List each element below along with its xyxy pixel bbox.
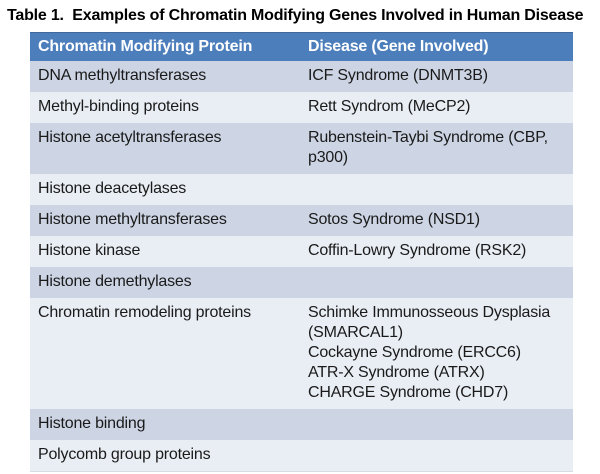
disease-cell: Rubenstein-Taybi Syndrome (CBP, p300) <box>300 123 573 174</box>
disease-line: Schimke Immunosseous Dysplasia <box>308 304 551 321</box>
table-row: Polycomb group proteins <box>30 440 573 471</box>
disease-cell: Schimke Immunosseous Dysplasia (SMARCAL1)… <box>300 298 573 409</box>
table-row: Histone kinase Coffin-Lowry Syndrome (RSK… <box>30 236 573 267</box>
disease-cell <box>300 440 573 471</box>
table-title: Table 1. Examples of Chromatin Modifying… <box>7 7 584 24</box>
disease-cell <box>300 267 573 298</box>
disease-line: CHARGE Syndrome (CHD7) <box>308 384 509 401</box>
disease-cell: Rett Syndrom (MeCP2) <box>300 92 573 123</box>
protein-cell: Methyl-binding proteins <box>38 98 199 115</box>
table-row: Histone demethylases <box>30 267 573 298</box>
disease-table: Chromatin Modifying Protein Disease (Gen… <box>30 32 573 472</box>
protein-cell: Chromatin remodeling proteins <box>38 304 251 321</box>
protein-cell: DNA methyltransferases <box>38 67 207 84</box>
table-row: DNA methyltransferases ICF Syndrome (DNMT… <box>30 61 573 92</box>
disease-line: Rett Syndrom (MeCP2) <box>308 98 471 115</box>
table-row: Histone binding <box>30 409 573 440</box>
table-row: Histone methyltransferases Sotos Syndrome… <box>30 205 573 236</box>
table-row: Methyl-binding proteins Rett Syndrom (MeC… <box>30 92 573 123</box>
disease-line: Sotos Syndrome (NSD1) <box>308 211 480 228</box>
disease-line: ATR-X Syndrome (ATRX) <box>308 364 485 381</box>
disease-cell: ICF Syndrome (DNMT3B) <box>300 61 573 92</box>
disease-line: ICF Syndrome (DNMT3B) <box>308 67 488 84</box>
table-row: Chromatin remodeling proteins Schimke Imm… <box>30 298 573 409</box>
disease-line: Cockayne Syndrome (ERCC6) <box>308 344 521 361</box>
disease-cell <box>300 409 573 440</box>
disease-line: Coffin-Lowry Syndrome (RSK2) <box>308 242 527 259</box>
table-body: DNA methyltransferases ICF Syndrome (DNMT… <box>30 61 573 471</box>
protein-cell: Histone deacetylases <box>38 180 187 197</box>
protein-cell: Histone acetyltransferases <box>38 129 222 146</box>
table-row: Histone deacetylases <box>30 174 573 205</box>
disease-line: p300) <box>308 149 348 166</box>
protein-cell: Histone methyltransferases <box>38 211 227 228</box>
protein-cell: Histone kinase <box>38 242 141 259</box>
disease-cell: Coffin-Lowry Syndrome (RSK2) <box>300 236 573 267</box>
disease-cell <box>300 174 573 205</box>
protein-cell: Polycomb group proteins <box>38 446 211 463</box>
column-header-disease: Disease (Gene Involved) <box>308 38 489 55</box>
disease-line: (SMARCAL1) <box>308 324 403 341</box>
protein-cell: Histone binding <box>38 415 146 432</box>
disease-line: Rubenstein-Taybi Syndrome (CBP, <box>308 129 548 146</box>
table-row: Histone acetyltransferases Rubenstein-Tay… <box>30 123 573 174</box>
disease-cell: Sotos Syndrome (NSD1) <box>300 205 573 236</box>
table-header-row: Chromatin Modifying Protein Disease (Gen… <box>30 32 573 61</box>
column-header-protein: Chromatin Modifying Protein <box>38 38 253 55</box>
protein-cell: Histone demethylases <box>38 273 192 290</box>
